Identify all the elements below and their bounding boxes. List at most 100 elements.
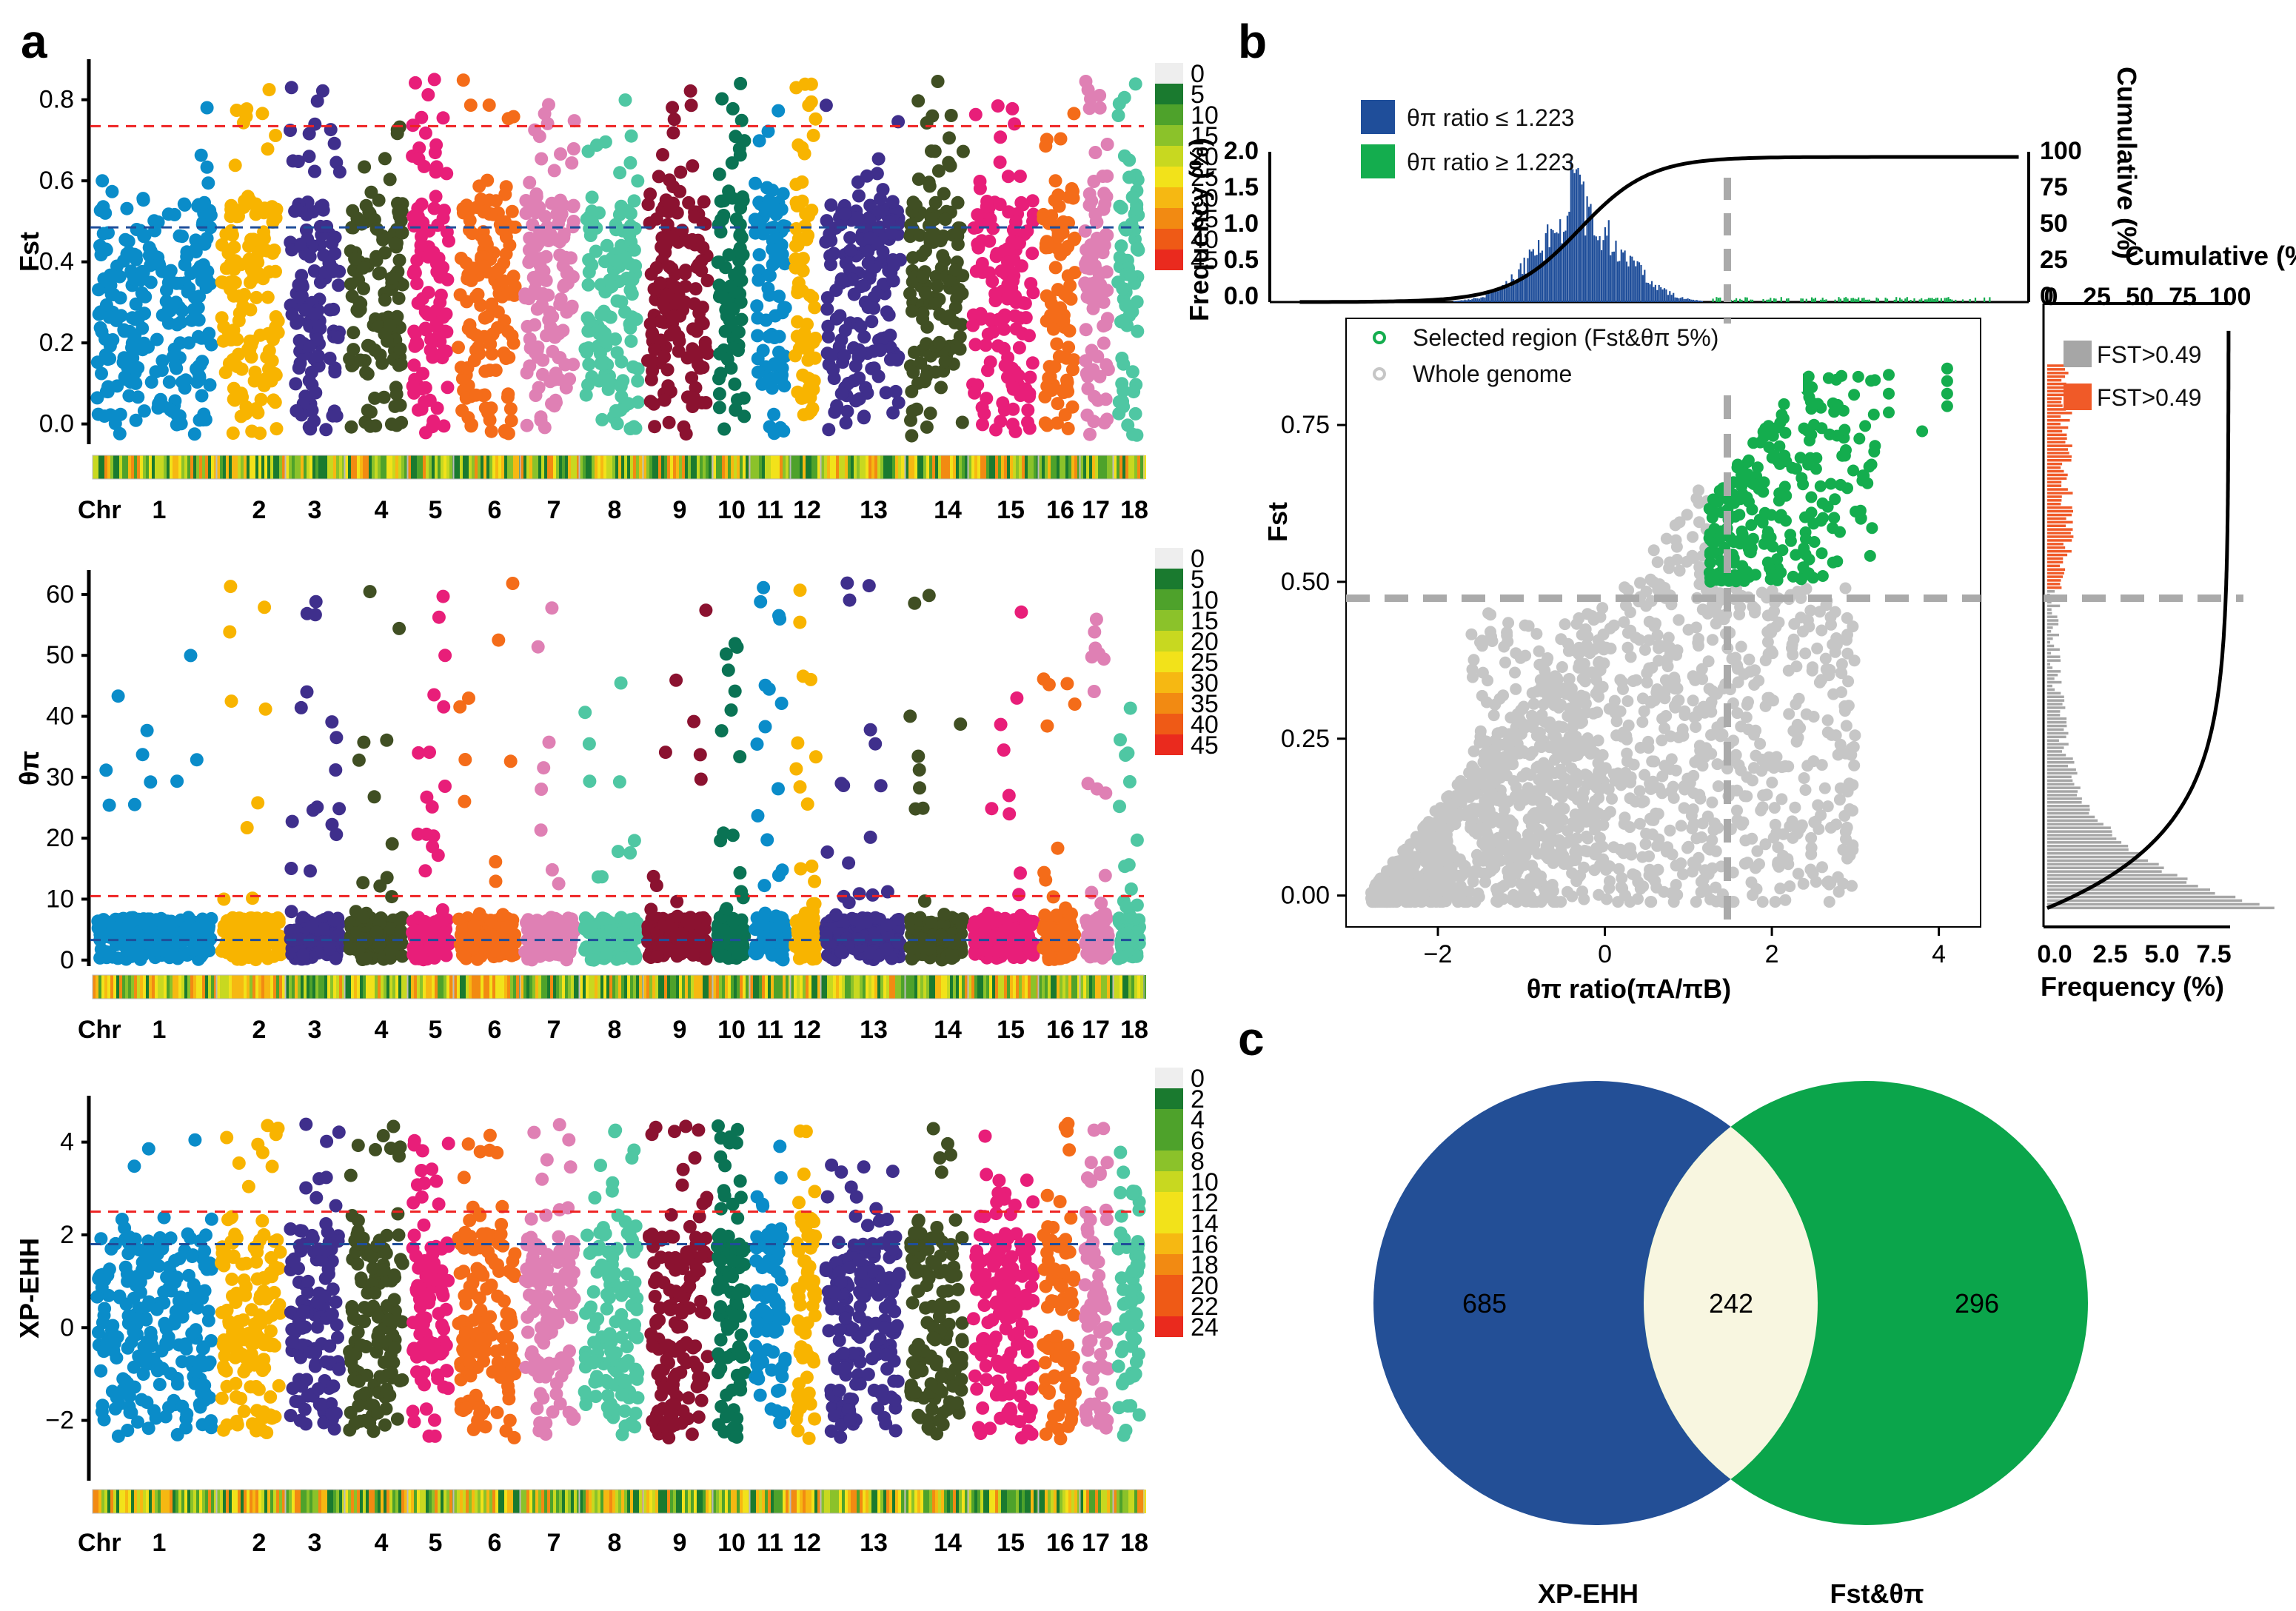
density-strip-cell [441, 455, 444, 479]
density-strip-cell [333, 455, 336, 479]
manhattan-point [227, 381, 241, 395]
manhattan-point [436, 111, 450, 125]
manhattan-point [943, 131, 956, 145]
manhattan-point [394, 925, 408, 938]
density-strip-cell [923, 455, 926, 479]
manhattan-point [751, 365, 765, 379]
manhattan-point [137, 404, 151, 418]
heat-legend-swatch [1155, 249, 1183, 270]
manhattan-point [1114, 201, 1128, 215]
density-strip-cell [892, 455, 895, 479]
manhattan-point [757, 580, 771, 595]
manhattan-point [520, 418, 534, 432]
manhattan-point [188, 306, 202, 320]
manhattan-point [1050, 416, 1064, 430]
density-strip-cell [722, 455, 725, 479]
density-strip-cell [504, 455, 507, 479]
density-strip-cell [155, 975, 158, 999]
panel-c-label: c [1238, 1012, 1265, 1065]
manhattan-point [567, 114, 581, 128]
manhattan-point [138, 229, 152, 243]
manhattan-point [907, 345, 921, 359]
manhattan-point [164, 264, 178, 278]
manhattan-point [819, 926, 833, 940]
manhattan-point [113, 426, 127, 441]
density-strip-cell [375, 975, 378, 999]
density-strip-cell [363, 455, 366, 479]
manhattan-point [526, 271, 540, 284]
manhattan-point [1124, 882, 1138, 896]
manhattan-point [307, 414, 321, 428]
density-strip-cell [354, 455, 357, 479]
density-strip-cell [435, 975, 438, 999]
manhattan-point [674, 165, 688, 179]
manhattan-point [1060, 677, 1074, 691]
manhattan-point [922, 589, 936, 603]
manhattan-point [951, 238, 965, 251]
manhattan-point [543, 917, 557, 931]
manhattan-point [303, 339, 317, 353]
manhattan-point [860, 915, 874, 929]
manhattan-point [96, 913, 110, 927]
manhattan-point [734, 76, 748, 90]
density-strip-cell [1039, 455, 1042, 479]
manhattan-ytick-label: 20 [46, 824, 74, 852]
manhattan-point [1079, 323, 1093, 337]
manhattan-point [1025, 194, 1040, 208]
manhattan-point [599, 335, 613, 349]
density-strip-cell [1048, 455, 1051, 479]
manhattan-point [406, 267, 421, 281]
density-strip-cell [806, 455, 809, 479]
density-strip-cell [158, 455, 161, 479]
manhattan-point [224, 210, 238, 224]
chr-label: 8 [608, 496, 622, 524]
manhattan-point [368, 391, 382, 405]
manhattan-point [1113, 800, 1126, 814]
manhattan-point [675, 926, 689, 940]
manhattan-point [313, 275, 327, 289]
density-strip-cell [423, 975, 426, 999]
density-strip-cell [389, 975, 392, 999]
manhattan-point [506, 577, 520, 590]
manhattan-point [1088, 207, 1102, 221]
manhattan-point [267, 393, 281, 407]
manhattan-point [436, 589, 450, 603]
manhattan-point [668, 324, 682, 338]
manhattan-point [652, 170, 666, 184]
manhattan-point [598, 135, 612, 149]
manhattan-point [305, 920, 319, 934]
density-strip-cell [535, 455, 538, 479]
manhattan-point [758, 720, 772, 734]
manhattan-point [216, 334, 230, 348]
manhattan-point [1037, 865, 1051, 880]
manhattan-point [531, 340, 545, 354]
manhattan-point [825, 348, 839, 362]
density-strip-cell [457, 455, 460, 479]
density-strip-cell [817, 455, 820, 479]
manhattan-point [378, 293, 392, 307]
manhattan-point [734, 230, 749, 244]
manhattan-point [529, 389, 543, 402]
manhattan-point [395, 278, 409, 292]
manhattan-point [991, 339, 1005, 353]
density-strip-cell [435, 455, 438, 479]
manhattan-point [244, 911, 258, 925]
manhattan-point [763, 420, 777, 434]
manhattan-point [791, 238, 805, 252]
density-strip-cell [324, 975, 327, 999]
density-strip-cell [652, 455, 655, 479]
manhattan-point [304, 864, 317, 878]
manhattan-point [542, 930, 556, 944]
manhattan-point [437, 419, 451, 433]
manhattan-point [155, 308, 170, 322]
manhattan-point [1130, 242, 1144, 256]
manhattan-point [385, 837, 399, 851]
density-strip-cell [911, 455, 914, 479]
density-strip-cell [824, 455, 827, 479]
manhattan-point [1113, 250, 1127, 264]
manhattan-point [851, 211, 865, 224]
density-strip-cell [252, 975, 255, 999]
manhattan-point [849, 359, 863, 373]
density-strip-cell [1110, 455, 1113, 479]
density-strip-cell [688, 455, 691, 479]
